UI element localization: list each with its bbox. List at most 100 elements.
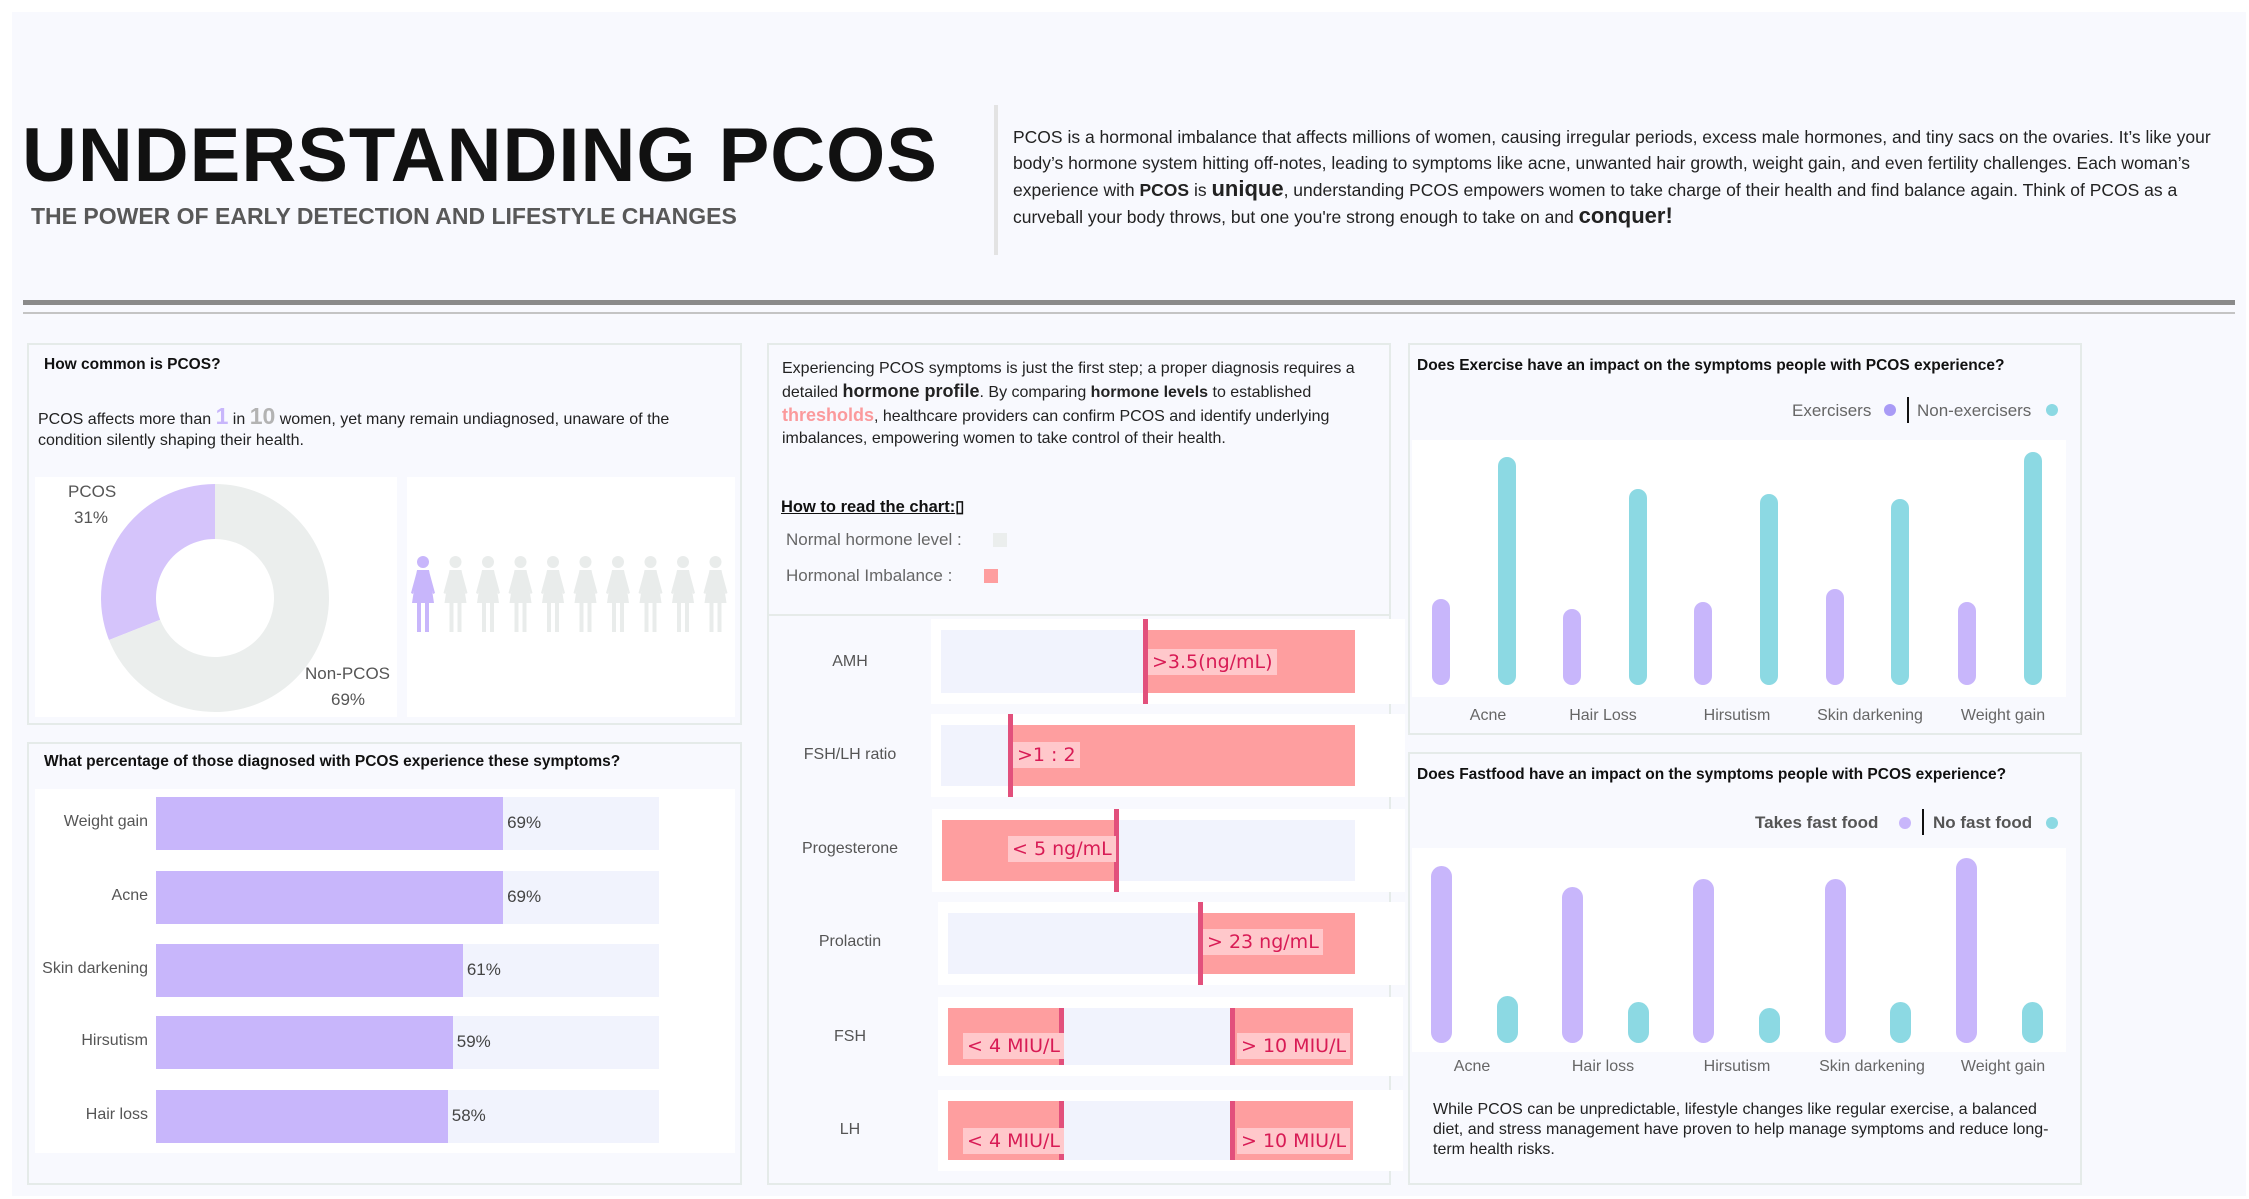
divider (23, 300, 2235, 305)
fastfood-bar-takes-fast-food (1692, 879, 1714, 1043)
symptoms-title: What percentage of those diagnosed with … (44, 753, 621, 770)
lifestyle-footer-text: While PCOS can be unpredictable, lifesty… (1433, 1101, 2049, 1158)
exercise-category-label: Hair Loss (1569, 707, 1637, 724)
symptom-percent-label: 59% (456, 1032, 491, 1051)
symptom-percent-label: 69% (507, 813, 542, 832)
exercise-bar-non-exercisers (1891, 498, 1909, 685)
symptom-percent-label: 58% (451, 1106, 486, 1125)
divider (23, 312, 2235, 314)
donut-value-non-pcos: 69% (331, 690, 366, 709)
fastfood-bar-no-fast-food (1758, 1007, 1780, 1043)
fastfood-title: Does Fastfood have an impact on the symp… (1417, 766, 2007, 783)
symptom-label: Skin darkening (42, 960, 148, 977)
exercise-plot-area (1412, 440, 2066, 697)
threshold-label: >1 : 2 (1013, 742, 1080, 768)
threshold-marker (1008, 714, 1013, 797)
exercise-bar-non-exercisers (1629, 489, 1647, 685)
fastfood-category-label: Skin darkening (1819, 1058, 1925, 1075)
page-subtitle: THE POWER OF EARLY DETECTION AND LIFESTY… (31, 203, 737, 229)
legend-normal-swatch (993, 533, 1007, 547)
intro-bold-unique: unique (1211, 176, 1284, 201)
legend-separator (1907, 397, 1909, 423)
fastfood-bar-no-fast-food (1496, 996, 1518, 1043)
hormone-intro-bold: hormone profile (842, 381, 980, 401)
hormone-intro-part: Experiencing PCOS symptoms is just the f… (782, 360, 1355, 401)
symptom-label: Weight gain (63, 813, 148, 830)
intro-paragraph: PCOS is a hormonal imbalance that affect… (1013, 124, 2213, 230)
fastfood-category-label: Hair loss (1571, 1058, 1635, 1075)
donut-slice-non-pcos[interactable] (109, 484, 329, 712)
hormone-intro-part: , healthcare providers can confirm PCOS … (782, 408, 1330, 447)
legend-imbalance-label: Hormonal Imbalance : (786, 566, 953, 585)
exercise-bar-exercisers (1826, 589, 1844, 685)
threshold-marker (1143, 619, 1148, 704)
how-to-read-title: How to read the chart: (781, 498, 956, 516)
fastfood-category-label: Acne (1453, 1058, 1491, 1075)
intro-text: , understanding PCOS empowers women to t… (1013, 180, 2178, 227)
prevalence-text-part: PCOS affects more than (38, 411, 216, 428)
prevalence-number-one: 1 (215, 403, 229, 429)
divider (994, 105, 998, 255)
exercise-category-label: Weight gain (1960, 707, 2046, 724)
prevalence-text: PCOS affects more than 1 in 10 women, ye… (38, 403, 718, 451)
prevalence-text-part: women, yet many remain undiagnosed, unaw… (38, 411, 670, 449)
legend-dot-teal-icon (2046, 817, 2058, 829)
donut-label-non-pcos: Non-PCOS (305, 664, 391, 683)
fastfood-bar-takes-fast-food (1561, 887, 1583, 1043)
legend-normal-label: Normal hormone level : (786, 530, 962, 549)
woman-figure-icon (443, 556, 468, 632)
exercise-category-label: Acne (1469, 707, 1507, 724)
threshold-marker (1230, 1008, 1235, 1065)
woman-figure-icon (411, 556, 435, 632)
fastfood-category-label: Hirsutism (1703, 1058, 1771, 1075)
fastfood-bar-no-fast-food (1889, 1002, 1911, 1043)
hormone-label: FSH/LH ratio (803, 746, 897, 763)
fastfood-bar-takes-fast-food (1824, 879, 1846, 1043)
donut-label-pcos: PCOS (68, 482, 117, 501)
symptom-bar (156, 870, 504, 924)
symptom-label: Hair loss (85, 1106, 148, 1123)
exercise-bar-exercisers (1432, 599, 1450, 685)
symptom-label: Acne (111, 887, 148, 904)
pictogram (411, 556, 728, 632)
hormone-label: Prolactin (818, 933, 882, 950)
symptom-bar (156, 1015, 453, 1069)
legend-dot-teal-icon (2046, 404, 2058, 416)
symptom-bar (156, 1089, 448, 1143)
legend-non-exercisers: Non-exercisers (1917, 401, 2032, 420)
intro-bold-conquer: conquer (1578, 203, 1666, 228)
exercise-category-label: Hirsutism (1703, 707, 1771, 724)
hormone-label: LH (839, 1121, 861, 1138)
symptom-bar (156, 796, 504, 850)
threshold-label: < 5 ng/mL (1008, 836, 1116, 862)
placeholder-glyph-icon: ▯ (955, 498, 965, 516)
exercise-bar-non-exercisers (2024, 452, 2042, 685)
threshold-marker (1198, 902, 1203, 985)
exercise-bar-non-exercisers (1498, 457, 1516, 685)
woman-figure-icon (508, 556, 533, 632)
threshold-label: > 10 MIU/L (1237, 1128, 1351, 1154)
woman-figure-icon (573, 556, 598, 632)
intro-text: is (1189, 180, 1212, 200)
legend-imbalance-swatch (984, 569, 998, 583)
intro-exclamation: ! (1665, 203, 1673, 228)
symptom-percent-label: 69% (507, 887, 542, 906)
exercise-category-label: Skin darkening (1817, 707, 1923, 724)
woman-figure-icon (476, 556, 500, 632)
exercise-bar-exercisers (1694, 601, 1712, 685)
intro-text: PCOS is a hormonal imbalance that affect… (1013, 127, 2211, 200)
prevalence-title: How common is PCOS? (44, 356, 221, 373)
legend-dot-purple-icon (1899, 817, 1911, 829)
threshold-label: < 4 MIU/L (963, 1128, 1064, 1154)
woman-figure-icon (703, 556, 728, 632)
woman-figure-icon (671, 556, 695, 632)
fastfood-category-label: Weight gain (1960, 1058, 2046, 1075)
prevalence-text-part: in (228, 411, 250, 428)
hormone-intro-part: . By comparing (979, 384, 1091, 401)
exercise-bar-non-exercisers (1760, 493, 1778, 685)
intro-bold-pcos: PCOS (1139, 180, 1190, 200)
threshold-marker (1114, 809, 1119, 892)
donut-slice-pcos[interactable] (100, 484, 215, 640)
hormone-intro-highlight: thresholds (782, 405, 875, 425)
threshold-label: >3.5(ng/mL) (1148, 649, 1277, 675)
